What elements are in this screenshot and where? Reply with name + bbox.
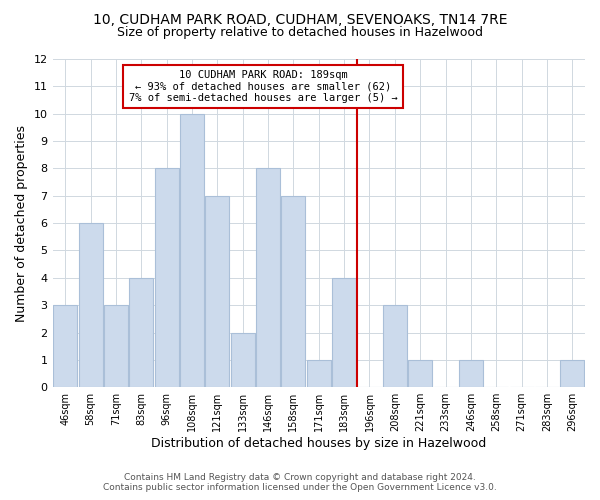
Text: Contains HM Land Registry data © Crown copyright and database right 2024.
Contai: Contains HM Land Registry data © Crown c… [103, 473, 497, 492]
Bar [408, 360, 432, 387]
Bar [180, 114, 204, 387]
Bar [383, 305, 407, 387]
Bar [53, 305, 77, 387]
Bar [307, 360, 331, 387]
Bar [256, 168, 280, 387]
Text: 10, CUDHAM PARK ROAD, CUDHAM, SEVENOAKS, TN14 7RE: 10, CUDHAM PARK ROAD, CUDHAM, SEVENOAKS,… [93, 12, 507, 26]
Bar [205, 196, 229, 387]
Bar [281, 196, 305, 387]
Bar [560, 360, 584, 387]
X-axis label: Distribution of detached houses by size in Hazelwood: Distribution of detached houses by size … [151, 437, 487, 450]
Bar [104, 305, 128, 387]
Bar [459, 360, 483, 387]
Bar [155, 168, 179, 387]
Y-axis label: Number of detached properties: Number of detached properties [15, 124, 28, 322]
Bar [79, 223, 103, 387]
Bar [230, 332, 255, 387]
Text: 10 CUDHAM PARK ROAD: 189sqm
← 93% of detached houses are smaller (62)
7% of semi: 10 CUDHAM PARK ROAD: 189sqm ← 93% of det… [128, 70, 397, 103]
Text: Size of property relative to detached houses in Hazelwood: Size of property relative to detached ho… [117, 26, 483, 39]
Bar [129, 278, 154, 387]
Bar [332, 278, 356, 387]
